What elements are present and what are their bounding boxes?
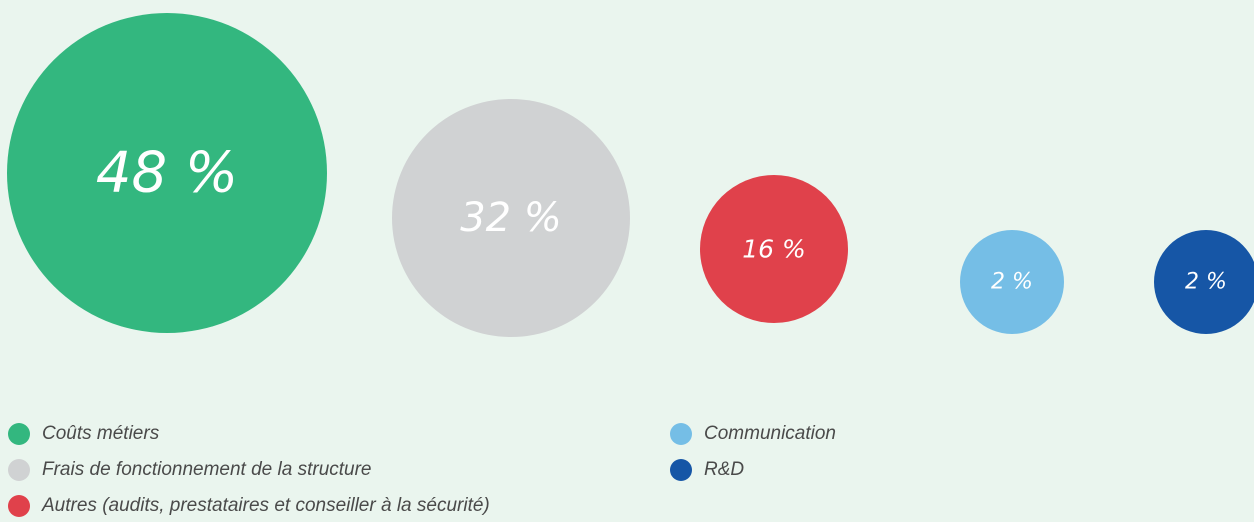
legend-item-couts-metiers: Coûts métiers (8, 420, 159, 448)
bubble-label-communication: 2 % (991, 270, 1033, 295)
legend-label-communication: Communication (704, 423, 836, 444)
legend-label-frais-fonctionnement: Frais de fonctionnement de la structure (42, 459, 372, 480)
legend-marker-autres (8, 495, 30, 517)
legend-item-rd: R&D (670, 456, 744, 484)
legend: Coûts métiers Frais de fonctionnement de… (8, 420, 1248, 522)
bubble-couts-metiers: 48 % (7, 13, 327, 333)
bubble-circle-communication (960, 230, 1064, 334)
bubble-autres: 16 % (700, 175, 848, 323)
bubble-label-couts-metiers: 48 % (96, 141, 238, 206)
legend-label-autres: Autres (audits, prestataires et conseill… (42, 495, 490, 516)
bubble-label-frais-fonctionnement: 32 % (460, 195, 562, 241)
legend-item-frais-fonctionnement: Frais de fonctionnement de la structure (8, 456, 372, 484)
bubble-circle-frais-fonctionnement (392, 99, 630, 337)
bubble-circle-couts-metiers (7, 13, 327, 333)
legend-marker-frais-fonctionnement (8, 459, 30, 481)
legend-marker-rd (670, 459, 692, 481)
bubble-frais-fonctionnement: 32 % (392, 99, 630, 337)
bubble-label-rd: 2 % (1185, 270, 1227, 295)
legend-label-rd: R&D (704, 459, 745, 480)
bubble-rd: 2 % (1154, 230, 1254, 334)
legend-item-autres: Autres (audits, prestataires et conseill… (8, 492, 490, 520)
bubble-label-autres: 16 % (742, 235, 806, 264)
bubble-communication: 2 % (960, 230, 1064, 334)
bubble-circle-autres (700, 175, 848, 323)
bubble-circle-rd (1154, 230, 1254, 334)
legend-marker-couts-metiers (8, 423, 30, 445)
legend-marker-communication (670, 423, 692, 445)
legend-label-couts-metiers: Coûts métiers (42, 423, 160, 444)
legend-item-communication: Communication (670, 420, 836, 448)
bubble-chart: 48 % 32 % 16 % 2 % 2 % (7, 13, 1254, 337)
